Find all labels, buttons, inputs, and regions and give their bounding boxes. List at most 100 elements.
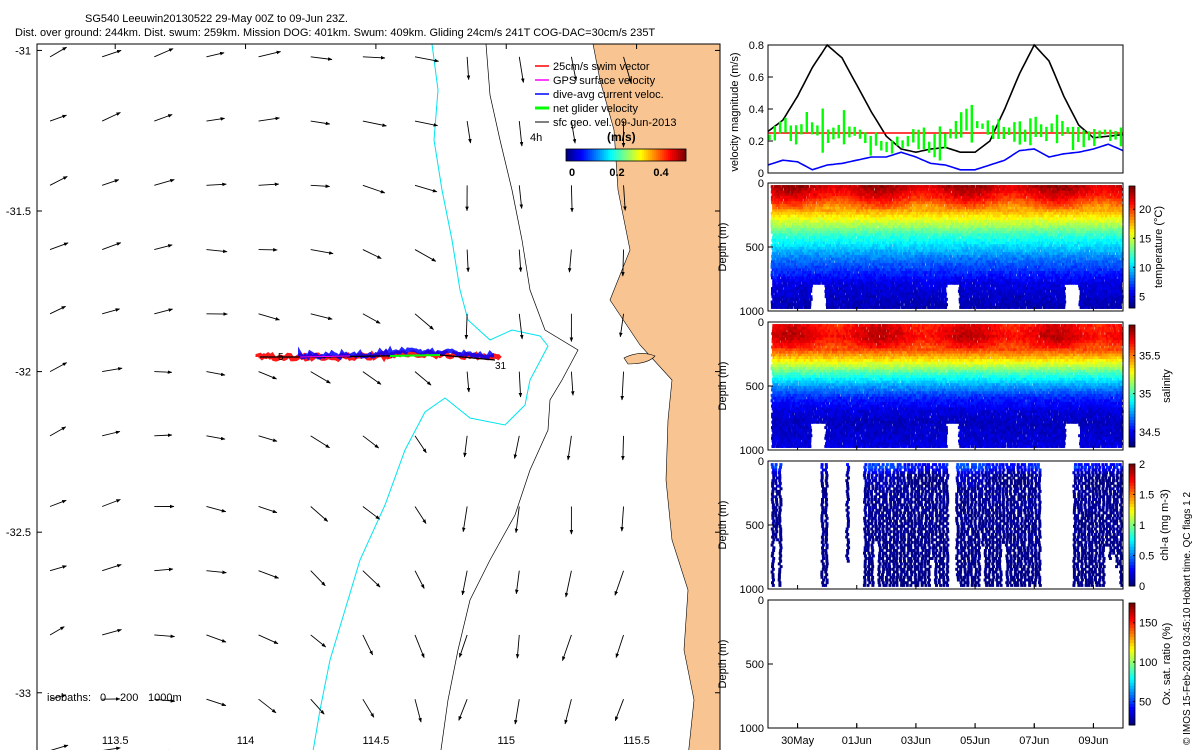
temperature-sample xyxy=(894,260,898,264)
temperature-sample xyxy=(864,303,868,307)
temperature-sample xyxy=(866,241,869,245)
temperature-sample xyxy=(899,244,903,248)
temperature-sample xyxy=(842,187,846,191)
temperature-sample xyxy=(917,262,921,266)
temperature-sample xyxy=(899,297,903,301)
temperature-sample xyxy=(905,279,909,283)
temperature-sample xyxy=(873,257,877,261)
temperature-sample xyxy=(842,203,846,207)
temperature-sample xyxy=(874,241,877,245)
temperature-sample xyxy=(881,281,885,285)
colorbar-segment xyxy=(662,149,665,161)
temperature-sample xyxy=(827,254,831,258)
temperature-sample xyxy=(815,281,819,285)
temperature-sample xyxy=(839,190,843,194)
temperature-sample xyxy=(859,279,863,283)
temperature-sample xyxy=(797,225,800,229)
temperature-sample xyxy=(788,279,792,283)
temperature-sample xyxy=(873,190,877,194)
temperature-sample xyxy=(884,190,888,194)
temperature-sample xyxy=(779,254,782,258)
temperature-sample xyxy=(840,281,844,285)
temperature-sample xyxy=(875,217,879,221)
temperature-sample xyxy=(859,238,863,242)
temperature-sample xyxy=(845,241,849,245)
temperature-sample xyxy=(784,190,788,194)
temperature-sample xyxy=(854,185,857,189)
legend-entry-dac: dive-avg current veloc. xyxy=(535,89,664,101)
temperature-sample xyxy=(834,279,837,283)
temperature-sample xyxy=(844,271,848,274)
temperature-sample xyxy=(789,228,793,232)
temperature-sample xyxy=(815,273,819,277)
temperature-sample xyxy=(863,209,867,213)
temperature-sample xyxy=(897,257,901,261)
velocity-ylabel: velocity magnitude (m/s) xyxy=(729,52,741,171)
temperature-sample xyxy=(818,273,822,277)
temperature-sample xyxy=(771,238,775,242)
temperature-sample xyxy=(838,201,842,205)
temperature-sample xyxy=(815,187,819,191)
temperature-sample xyxy=(821,185,825,189)
temperature-sample xyxy=(855,279,859,283)
temperature-sample xyxy=(826,284,830,288)
temperature-sample xyxy=(885,203,889,207)
temperature-sample xyxy=(785,233,788,237)
geo-velocity-arrow xyxy=(514,506,520,534)
temperature-sample xyxy=(895,238,898,242)
temperature-sample xyxy=(775,198,779,202)
temperature-sample xyxy=(812,214,816,218)
temperature-sample xyxy=(831,209,834,213)
temperature-sample xyxy=(839,206,843,210)
temperature-sample xyxy=(828,217,831,221)
temperature-sample xyxy=(899,214,902,218)
colorbar-segment xyxy=(616,149,619,161)
temperature-sample xyxy=(892,225,896,229)
temperature-sample xyxy=(870,271,874,274)
geo-velocity-arrow xyxy=(154,370,173,374)
temperature-sample xyxy=(889,276,893,280)
temperature-sample xyxy=(789,217,793,221)
geo-velocity-arrow xyxy=(362,55,386,60)
temperature-sample xyxy=(874,225,878,229)
temperature-sample xyxy=(864,233,868,237)
temperature-sample xyxy=(824,211,828,215)
temperature-sample xyxy=(863,190,867,194)
temperature-sample xyxy=(888,220,891,223)
temperature-sample xyxy=(865,271,869,274)
temperature-sample xyxy=(780,228,783,232)
temperature-sample xyxy=(792,230,796,234)
temperature-sample xyxy=(811,241,815,245)
temperature-sample xyxy=(875,185,879,189)
temperature-sample xyxy=(776,297,780,301)
temperature-sample xyxy=(828,241,832,245)
temperature-sample xyxy=(786,203,790,207)
geo-velocity-arrow xyxy=(49,626,65,636)
geo-velocity-arrow xyxy=(102,367,123,373)
temperature-sample xyxy=(814,190,818,194)
temperature-sample xyxy=(871,203,875,207)
temperature-sample xyxy=(790,246,794,250)
temperature-sample xyxy=(806,193,810,197)
temperature-sample xyxy=(826,265,830,269)
temperature-sample xyxy=(829,233,833,237)
temperature-sample xyxy=(865,244,869,248)
temperature-sample xyxy=(810,209,814,213)
temperature-sample xyxy=(792,198,796,202)
temperature-sample xyxy=(926,284,930,288)
temperature-sample xyxy=(797,295,801,299)
temperature-sample xyxy=(795,185,799,189)
temperature-sample xyxy=(836,211,840,215)
temperature-sample xyxy=(799,287,802,291)
temperature-sample xyxy=(800,195,804,199)
temperature-sample xyxy=(771,276,774,280)
geo-velocity-arrow xyxy=(362,249,382,259)
temperature-sample xyxy=(857,206,861,210)
temperature-sample xyxy=(870,193,874,197)
temperature-sample xyxy=(818,187,822,191)
temperature-sample xyxy=(880,190,883,194)
geo-velocity-arrow xyxy=(206,435,226,441)
temperature-sample xyxy=(899,273,903,277)
temperature-sample xyxy=(822,271,826,274)
temperature-sample xyxy=(863,252,867,256)
